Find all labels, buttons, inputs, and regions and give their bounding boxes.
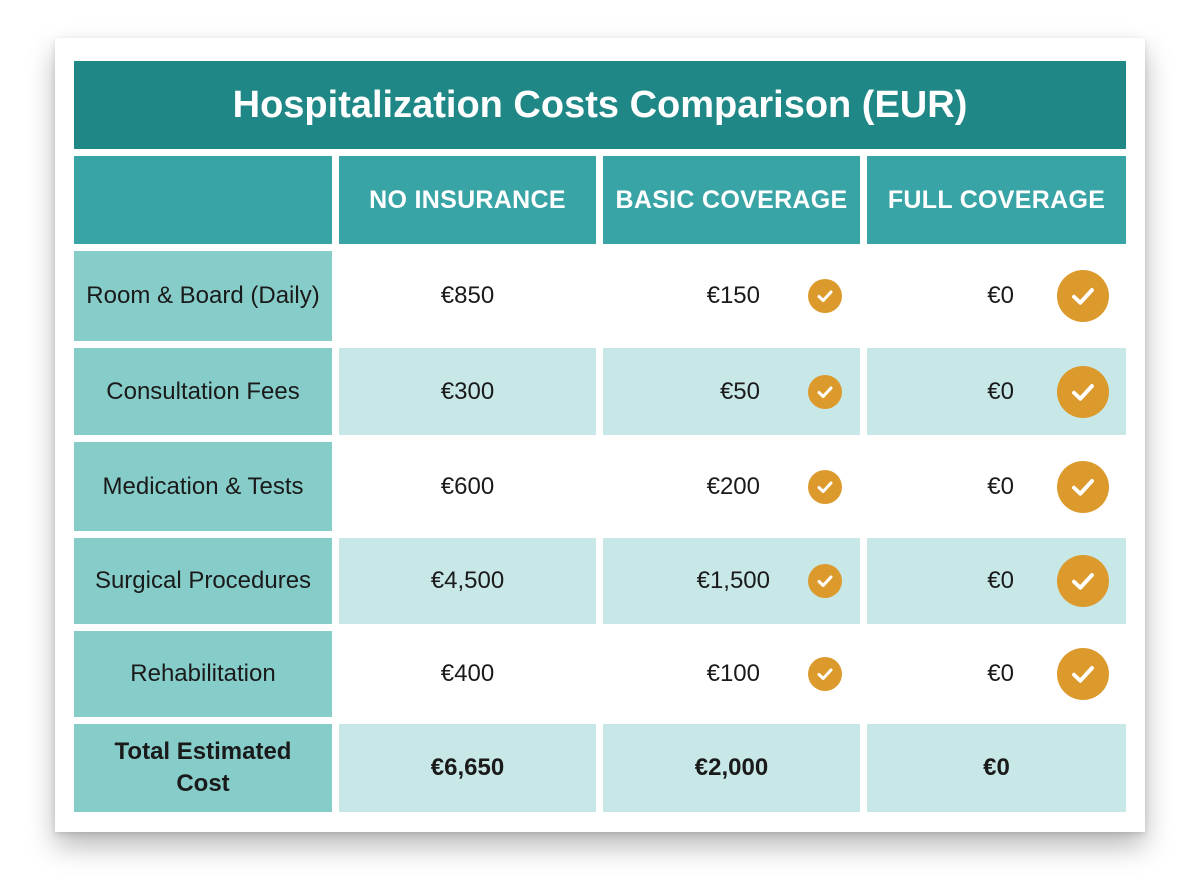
cost-value: €0 xyxy=(987,377,1014,405)
table-title: Hospitalization Costs Comparison (EUR) xyxy=(74,61,1126,149)
row-label-medication-tests: Medication & Tests xyxy=(74,442,332,531)
cost-value: €0 xyxy=(987,660,1014,687)
row-label-rehabilitation: Rehabilitation xyxy=(74,631,332,717)
cost-value: €0 xyxy=(987,472,1014,500)
cell-basic-coverage: €50 xyxy=(603,348,860,435)
header-basic-coverage: BASIC COVERAGE xyxy=(603,156,860,244)
cost-value: €400 xyxy=(440,660,495,687)
checkmark-circle-icon xyxy=(808,469,842,504)
total-no-insurance: €6,650 xyxy=(339,724,596,812)
checkmark-circle-icon xyxy=(1057,365,1109,418)
row-label-surgical-procedures: Surgical Procedures xyxy=(74,538,332,624)
row-label-consultation-fees: Consultation Fees xyxy=(74,348,332,435)
checkmark-circle-icon xyxy=(808,374,842,409)
total-value: €2,000 xyxy=(694,754,769,781)
cell-full-coverage: €0 xyxy=(867,538,1126,624)
checkmark-circle-icon xyxy=(808,564,842,598)
cell-full-coverage: €0 xyxy=(867,348,1126,435)
cell-no-insurance: €4,500 xyxy=(339,538,596,624)
cell-no-insurance: €300 xyxy=(339,348,596,435)
cost-value: €150 xyxy=(706,282,760,309)
cell-full-coverage: €0 xyxy=(867,631,1126,717)
cell-no-insurance: €400 xyxy=(339,631,596,717)
cost-value: €200 xyxy=(706,472,760,500)
checkmark-circle-icon xyxy=(1057,648,1109,700)
cell-basic-coverage: €100 xyxy=(603,631,860,717)
cell-basic-coverage: €1,500 xyxy=(603,538,860,624)
checkmark-circle-icon xyxy=(808,279,842,313)
header-full-coverage: FULL COVERAGE xyxy=(867,156,1126,244)
cost-value: €1,500 xyxy=(696,567,770,594)
cost-value: €0 xyxy=(987,567,1014,594)
cell-no-insurance: €600 xyxy=(339,442,596,531)
cost-value: €4,500 xyxy=(430,567,505,594)
cost-value: €850 xyxy=(440,282,495,309)
row-label-room-board: Room & Board (Daily) xyxy=(74,251,332,341)
total-value: €0 xyxy=(983,754,1010,781)
checkmark-circle-icon xyxy=(808,657,842,691)
row-label-total-estimated-cost: Total Estimated Cost xyxy=(74,724,332,812)
cell-basic-coverage: €200 xyxy=(603,442,860,531)
total-basic-coverage: €2,000 xyxy=(603,724,860,812)
cell-full-coverage: €0 xyxy=(867,251,1126,341)
cost-value: €50 xyxy=(719,377,760,405)
checkmark-circle-icon xyxy=(1057,555,1109,607)
checkmark-circle-icon xyxy=(1057,270,1109,322)
header-corner xyxy=(74,156,332,244)
cell-no-insurance: €850 xyxy=(339,251,596,341)
total-value: €6,650 xyxy=(430,754,505,781)
total-full-coverage: €0 xyxy=(867,724,1126,812)
header-no-insurance: NO INSURANCE xyxy=(339,156,596,244)
cost-value: €300 xyxy=(440,377,495,405)
cell-basic-coverage: €150 xyxy=(603,251,860,341)
cost-value: €0 xyxy=(987,282,1014,309)
checkmark-circle-icon xyxy=(1057,460,1109,513)
cost-value: €100 xyxy=(706,660,760,687)
cost-value: €600 xyxy=(440,472,495,500)
cell-full-coverage: €0 xyxy=(867,442,1126,531)
